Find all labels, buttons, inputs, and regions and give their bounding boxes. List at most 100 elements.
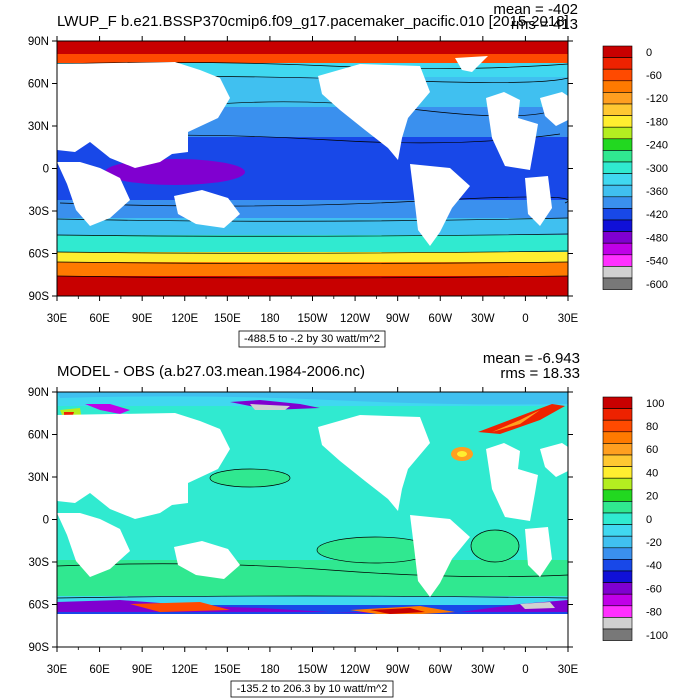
panel-1-lon-label: 120E	[171, 313, 198, 325]
panel-1-colorbar-box	[602, 219, 633, 232]
panel-1-colorbar-label: -360	[646, 186, 668, 198]
panel-2-colorbar-label: -100	[646, 630, 668, 642]
panel-1-colorbar-label: -120	[646, 93, 668, 105]
panel-2-title: MODEL - OBS (a.b27.03.mean.1984-2006.nc)	[57, 363, 365, 380]
panel-2-colorbar-box	[602, 570, 633, 583]
panel-1-colorbar-box	[602, 161, 633, 174]
panel-1-contour-info: -488.5 to -.2 by 30 watt/m^2	[244, 333, 380, 345]
panel-2-lat-label: 90S	[29, 642, 50, 654]
panel-2-lon-label: 180	[260, 664, 279, 676]
panel-1-colorbar-box	[602, 45, 633, 58]
panel-1-colorbar-box	[602, 150, 633, 163]
panel-1-colorbar-box	[602, 138, 633, 151]
panel-2-mean: mean = -6.943	[483, 350, 580, 367]
panel-2-lat-label: 60S	[29, 600, 50, 612]
panel-2-lon-label: 30E	[47, 664, 68, 676]
panel-1-colorbar-label: -60	[646, 70, 662, 82]
panel-2-lat-label: 0	[43, 515, 49, 527]
panel-1-colorbar-box	[602, 80, 633, 93]
panel-2-colorbar-label: 100	[646, 398, 664, 410]
panel-1-mean: mean = -402	[493, 1, 578, 18]
panel-1-colorbar-box	[602, 208, 633, 221]
panel-2-colorbar-box	[602, 466, 633, 479]
panel-1-rms: rms = 413	[511, 16, 578, 33]
panel-1-lon-label: 30E	[47, 313, 68, 325]
panel-2-rms: rms = 18.33	[500, 365, 580, 382]
panel-2-contour-info: -135.2 to 206.3 by 10 watt/m^2	[237, 683, 388, 695]
panel-1-lon-label: 30E	[558, 313, 579, 325]
panel-2-lon-label: 120E	[171, 664, 198, 676]
panel-1-lat-label: 60N	[28, 79, 49, 91]
panel-1-colorbar-box	[602, 266, 633, 279]
panel-2-lon-label: 150E	[214, 664, 241, 676]
panel-1-colorbar: 0 -60 -120 -180 -240 -300 -360 -420 -480 -540 -600	[602, 45, 668, 291]
panel-1-lon-label: 60W	[428, 313, 452, 325]
panel-2-colorbar-label: 40	[646, 467, 658, 479]
panel-1-colorbar-box	[602, 103, 633, 116]
panel-1-colorbar-box	[602, 92, 633, 105]
panel-1-colorbar-box	[602, 115, 633, 128]
panel-1-axes: 90N 60N 30N 0 30S 60S 90S 30E 60E 90E 120E 150E 180 1…	[28, 36, 579, 325]
panel-1-map	[57, 41, 568, 296]
panel-2-colorbar-label: -80	[646, 607, 662, 619]
panel-2-lon-label: 60E	[89, 664, 110, 676]
panel-1-colorbar-box	[602, 57, 633, 70]
panel-2-colorbar-box	[602, 559, 633, 572]
panel-1-colorbar-label: -420	[646, 209, 668, 221]
panel-1-colorbar-box	[602, 231, 633, 244]
panel-2-map	[57, 392, 568, 647]
panel-2-colorbar-label: 20	[646, 491, 658, 503]
panel-2-lon-label: 30E	[558, 664, 579, 676]
panel-1-colorbar-label: -480	[646, 232, 668, 244]
panel-2-colorbar-box	[602, 593, 633, 607]
panel-2-colorbar-box	[602, 535, 633, 549]
panel-1-lat-label: 30S	[29, 206, 50, 218]
panel-2-lon-label: 90W	[386, 664, 410, 676]
panel-1-lat-label: 30N	[28, 121, 49, 133]
panel-2-colorbar-box	[602, 512, 633, 525]
panel-2-colorbar-box	[602, 617, 633, 630]
panel-2-colorbar-box	[602, 396, 633, 409]
panel-1-colorbar-label: -540	[646, 256, 668, 268]
panel-1-lon-label: 90W	[386, 313, 410, 325]
panel-2-contour-info-box	[230, 680, 394, 698]
panel-1-colorbar-box	[602, 277, 633, 290]
panel-1-colorbar-label: -600	[646, 279, 668, 291]
panel-1-colorbar-label: 0	[646, 47, 652, 59]
panel-1-lon-label: 120W	[340, 313, 370, 325]
panel-2-colorbar-box	[602, 477, 633, 491]
panel-2-lat-label: 60N	[28, 430, 49, 442]
panel-1-lon-label: 30W	[471, 313, 495, 325]
panel-1-colorbar-box	[602, 68, 633, 82]
panel-2-colorbar-box	[602, 582, 633, 595]
panel-2-lon-label: 150W	[297, 664, 327, 676]
panel-2-lon-label: 30W	[471, 664, 495, 676]
panel-1: LWUP_F b.e21.BSSP370cmip6.f09_g17.pacema…	[28, 1, 668, 348]
panel-2-colorbar-box	[602, 547, 633, 560]
panel-1-lon-label: 0	[522, 313, 528, 325]
panel-2-colorbar-box	[602, 431, 633, 444]
panel-1-colorbar-box	[602, 254, 633, 267]
panel-2-colorbar-box	[602, 443, 633, 456]
panel-2-axes: 90N 60N 30N 0 30S 60S 90S 30E 60E 90E 120E 150E 180 1…	[28, 387, 579, 676]
panel-2: MODEL - OBS (a.b27.03.mean.1984-2006.nc)…	[28, 350, 668, 698]
panel-2-colorbar-box	[602, 501, 633, 514]
panel-2-colorbar-box	[602, 628, 633, 641]
panel-2-colorbar-box	[602, 419, 633, 433]
panel-1-lon-label: 60E	[89, 313, 110, 325]
panel-1-colorbar-box	[602, 242, 633, 256]
panel-2-lon-label: 0	[522, 664, 528, 676]
panel-1-lon-label: 180	[260, 313, 279, 325]
panel-2-colorbar-label: -60	[646, 583, 662, 595]
panel-1-colorbar-label: -240	[646, 140, 668, 152]
panel-1-lon-label: 90E	[132, 313, 153, 325]
panel-1-colorbar-box	[602, 126, 633, 140]
panel-1-title: LWUP_F b.e21.BSSP370cmip6.f09_g17.pacema…	[57, 13, 569, 30]
panel-2-lon-label: 120W	[340, 664, 370, 676]
panel-1-colorbar-label: -180	[646, 116, 668, 128]
panel-2-colorbar-label: -40	[646, 560, 662, 572]
panel-2-lon-label: 90E	[132, 664, 153, 676]
panel-1-colorbar-label: -300	[646, 163, 668, 175]
panel-2-lon-label: 60W	[428, 664, 452, 676]
